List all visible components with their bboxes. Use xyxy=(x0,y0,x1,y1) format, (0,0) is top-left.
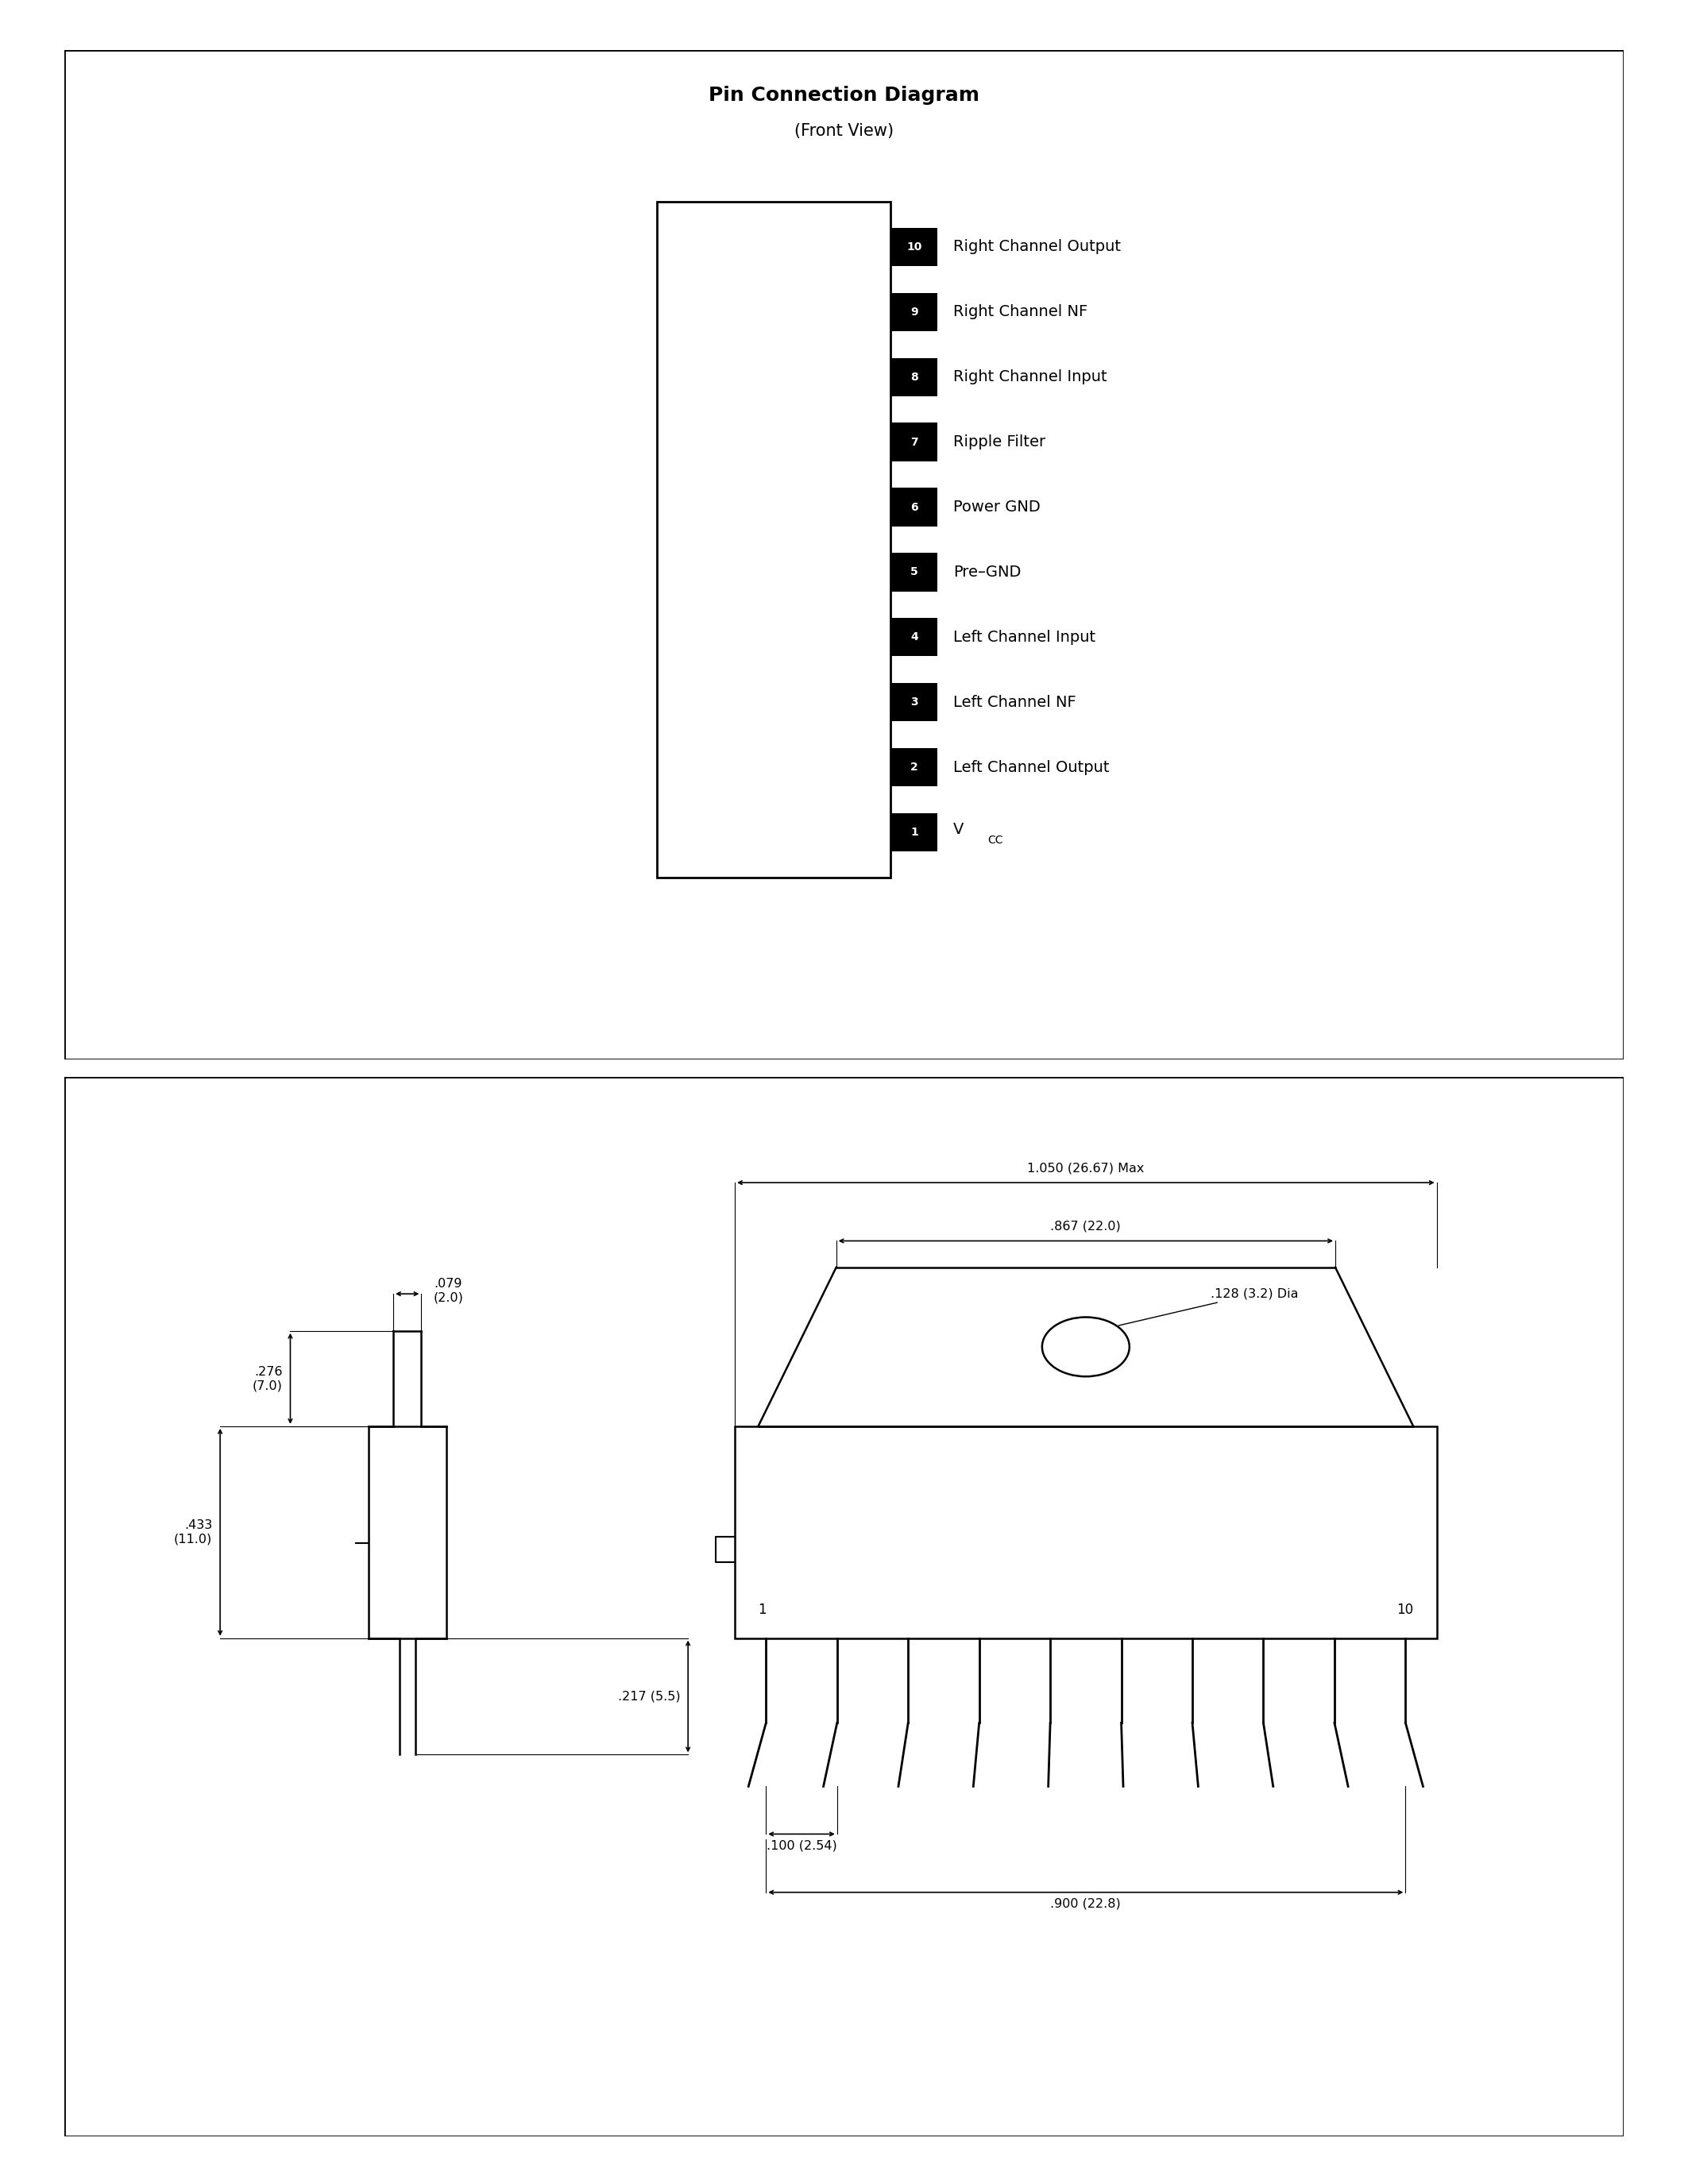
Bar xyxy=(891,227,937,266)
Bar xyxy=(891,487,937,526)
Text: 1: 1 xyxy=(910,828,918,839)
Text: 1.050 (26.67) Max: 1.050 (26.67) Max xyxy=(1028,1162,1144,1175)
Text: 5: 5 xyxy=(910,566,918,579)
Text: Right Channel NF: Right Channel NF xyxy=(954,304,1087,319)
Text: 2: 2 xyxy=(910,762,918,773)
Text: 8: 8 xyxy=(910,371,918,382)
Bar xyxy=(891,812,937,852)
Text: .900 (22.8): .900 (22.8) xyxy=(1050,1898,1121,1909)
Text: Right Channel Input: Right Channel Input xyxy=(954,369,1107,384)
Text: 7: 7 xyxy=(910,437,918,448)
Bar xyxy=(368,1426,446,1638)
Bar xyxy=(891,553,937,592)
Text: Power GND: Power GND xyxy=(954,500,1040,515)
Text: Pre–GND: Pre–GND xyxy=(954,566,1021,579)
Text: Left Channel Input: Left Channel Input xyxy=(954,629,1096,644)
Bar xyxy=(891,618,937,657)
Circle shape xyxy=(1041,1317,1129,1376)
Text: Pin Connection Diagram: Pin Connection Diagram xyxy=(709,85,979,105)
Text: Left Channel NF: Left Channel NF xyxy=(954,695,1077,710)
Text: .100 (2.54): .100 (2.54) xyxy=(766,1839,837,1852)
Text: .433
(11.0): .433 (11.0) xyxy=(174,1520,213,1544)
Text: 4: 4 xyxy=(910,631,918,642)
Text: .867 (22.0): .867 (22.0) xyxy=(1050,1221,1121,1232)
Text: .128 (3.2) Dia: .128 (3.2) Dia xyxy=(1119,1289,1298,1326)
Text: 6: 6 xyxy=(910,502,918,513)
Bar xyxy=(734,1426,1436,1638)
Text: (Front View): (Front View) xyxy=(795,122,893,140)
Text: 9: 9 xyxy=(910,306,918,317)
Text: 10: 10 xyxy=(906,242,922,253)
Bar xyxy=(891,293,937,332)
Text: 3: 3 xyxy=(910,697,918,708)
Text: V: V xyxy=(954,821,964,836)
Bar xyxy=(657,201,891,878)
Text: CC: CC xyxy=(987,834,1003,845)
Text: .217 (5.5): .217 (5.5) xyxy=(618,1690,680,1701)
Text: 10: 10 xyxy=(1396,1603,1413,1616)
Bar xyxy=(891,424,937,461)
Bar xyxy=(891,358,937,395)
Bar xyxy=(891,684,937,721)
Bar xyxy=(891,747,937,786)
Text: .079
(2.0): .079 (2.0) xyxy=(434,1278,464,1304)
Text: Ripple Filter: Ripple Filter xyxy=(954,435,1045,450)
Text: Right Channel Output: Right Channel Output xyxy=(954,240,1121,256)
Text: 1: 1 xyxy=(758,1603,766,1616)
Text: .276
(7.0): .276 (7.0) xyxy=(253,1365,282,1391)
Text: Left Channel Output: Left Channel Output xyxy=(954,760,1109,775)
